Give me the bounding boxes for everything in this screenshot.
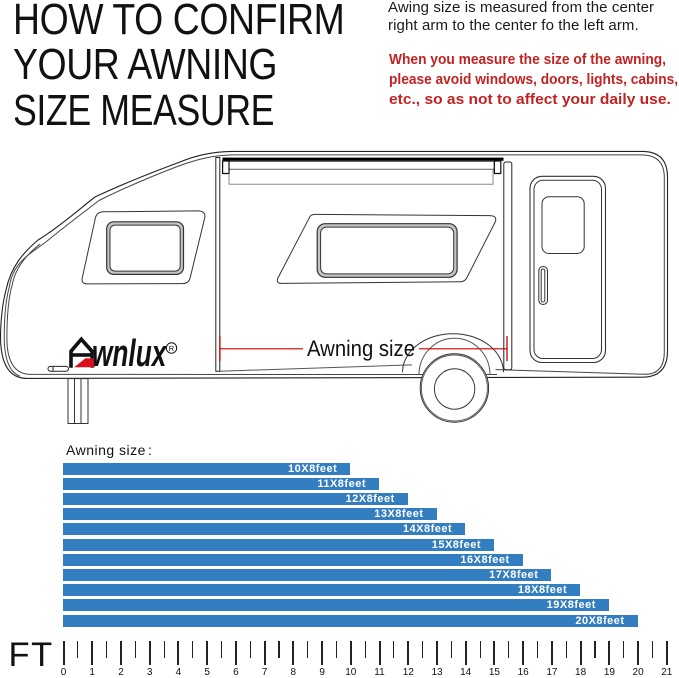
svg-text:Awning size: Awning size xyxy=(307,336,415,361)
svg-text:R: R xyxy=(169,344,175,353)
